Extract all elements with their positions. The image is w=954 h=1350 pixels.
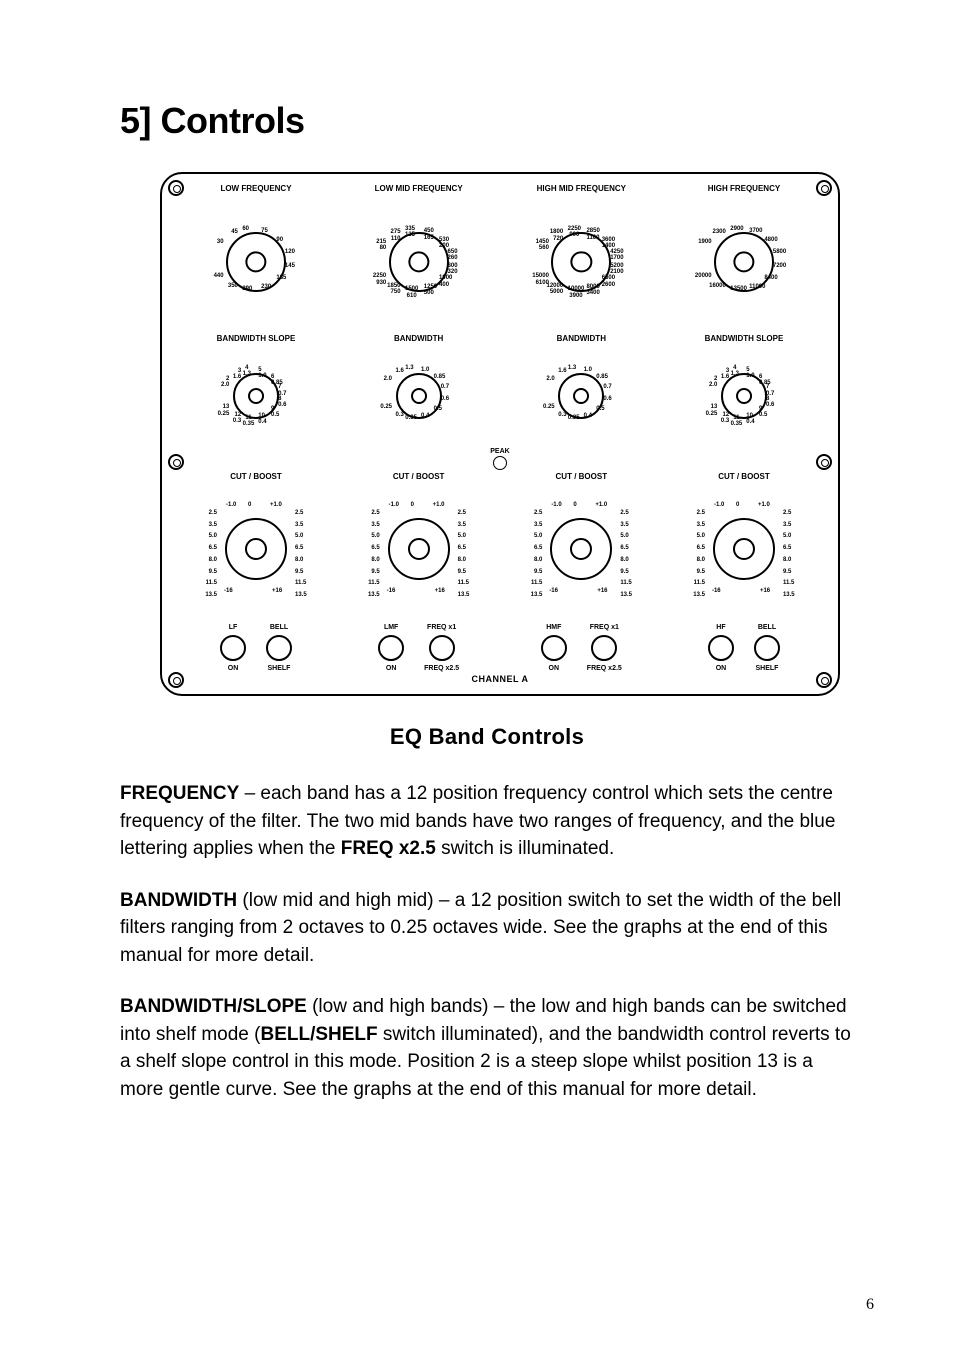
body-paragraph: FREQUENCY – each band has a 12 position … xyxy=(120,780,854,863)
cutboost-knob: CUT / BOOST2.53.55.06.58.09.511.513.52.5… xyxy=(664,472,824,618)
toggle-switch[interactable]: BELLSHELF xyxy=(266,624,292,672)
cutboost-knob-knob[interactable]: 2.53.55.06.58.09.511.513.52.53.55.06.58.… xyxy=(664,480,824,618)
cutboost-knob: CUT / BOOST2.53.55.06.58.09.511.513.52.5… xyxy=(176,472,336,618)
frequency-knob: LOW FREQUENCY304560759012014518523029035… xyxy=(176,184,336,332)
frequency-knob: HIGH FREQUENCY19002300290037004800580072… xyxy=(664,184,824,332)
screw-icon xyxy=(816,672,832,688)
bandwidth-knob: BANDWIDTH SLOPE2 2.03 1.64 1.35 1.06 0.8… xyxy=(176,334,336,450)
page-title: 5] Controls xyxy=(120,100,854,142)
toggle-switch[interactable]: HMFON xyxy=(541,624,567,672)
bandwidth-knob-knob[interactable]: 2.01.61.31.00.850.70.60.50.40.350.30.25 xyxy=(339,342,499,450)
toggle-switch[interactable]: LMFON xyxy=(378,624,404,672)
body-paragraph: BANDWIDTH (low mid and high mid) – a 12 … xyxy=(120,887,854,970)
toggle-switch[interactable]: FREQ x1FREQ x2.5 xyxy=(587,624,622,672)
frequency-knob-knob[interactable]: 1900230029003700480058007200840011000135… xyxy=(664,192,824,332)
bandwidth-knob-knob[interactable]: 2 2.03 1.64 1.35 1.06 0.857 0.78 0.69 0.… xyxy=(664,342,824,450)
toggle-switch[interactable]: FREQ x1FREQ x2.5 xyxy=(424,624,459,672)
body-paragraph: BANDWIDTH/SLOPE (low and high bands) – t… xyxy=(120,993,854,1103)
eq-panel: LOW FREQUENCY304560759012014518523029035… xyxy=(160,172,840,696)
bandwidth-knob: BANDWIDTH2.01.61.31.00.850.70.60.50.40.3… xyxy=(501,334,661,450)
eq-subtitle: EQ Band Controls xyxy=(120,724,854,750)
screw-icon xyxy=(168,454,184,470)
bandwidth-knob-knob[interactable]: 2 2.03 1.64 1.35 1.06 0.857 0.78 0.69 0.… xyxy=(176,342,336,450)
frequency-knob-knob[interactable]: 3045607590120145185230290350440 xyxy=(176,192,336,332)
toggle-switch[interactable]: BELLSHELF xyxy=(754,624,780,672)
peak-led: PEAK xyxy=(490,448,509,470)
bandwidth-knob: BANDWIDTH SLOPE2 2.03 1.64 1.35 1.06 0.8… xyxy=(664,334,824,450)
frequency-knob-knob[interactable]: 1450 5601800 7202250 9002850 11003600 14… xyxy=(501,192,661,332)
frequency-knob: HIGH MID FREQUENCY1450 5601800 7202250 9… xyxy=(501,184,661,332)
cutboost-knob: CUT / BOOST2.53.55.06.58.09.511.513.52.5… xyxy=(501,472,661,618)
bandwidth-knob: BANDWIDTH2.01.61.31.00.850.70.60.50.40.3… xyxy=(339,334,499,450)
toggle-switch[interactable]: LFON xyxy=(220,624,246,672)
cutboost-knob-knob[interactable]: 2.53.55.06.58.09.511.513.52.53.55.06.58.… xyxy=(339,480,499,618)
cutboost-knob: CUT / BOOST2.53.55.06.58.09.511.513.52.5… xyxy=(339,472,499,618)
channel-label: CHANNEL A xyxy=(176,674,824,684)
page-number: 6 xyxy=(866,1296,874,1314)
frequency-knob: LOW MID FREQUENCY215 80275 110335 135450… xyxy=(339,184,499,332)
bandwidth-knob-knob[interactable]: 2.01.61.31.00.850.70.60.50.40.350.30.25 xyxy=(501,342,661,450)
cutboost-knob-knob[interactable]: 2.53.55.06.58.09.511.513.52.53.55.06.58.… xyxy=(176,480,336,618)
screw-icon xyxy=(816,454,832,470)
screw-icon xyxy=(168,672,184,688)
toggle-switch[interactable]: HFON xyxy=(708,624,734,672)
cutboost-knob-knob[interactable]: 2.53.55.06.58.09.511.513.52.53.55.06.58.… xyxy=(501,480,661,618)
frequency-knob-knob[interactable]: 215 80275 110335 135450 165530 200650 26… xyxy=(339,192,499,332)
